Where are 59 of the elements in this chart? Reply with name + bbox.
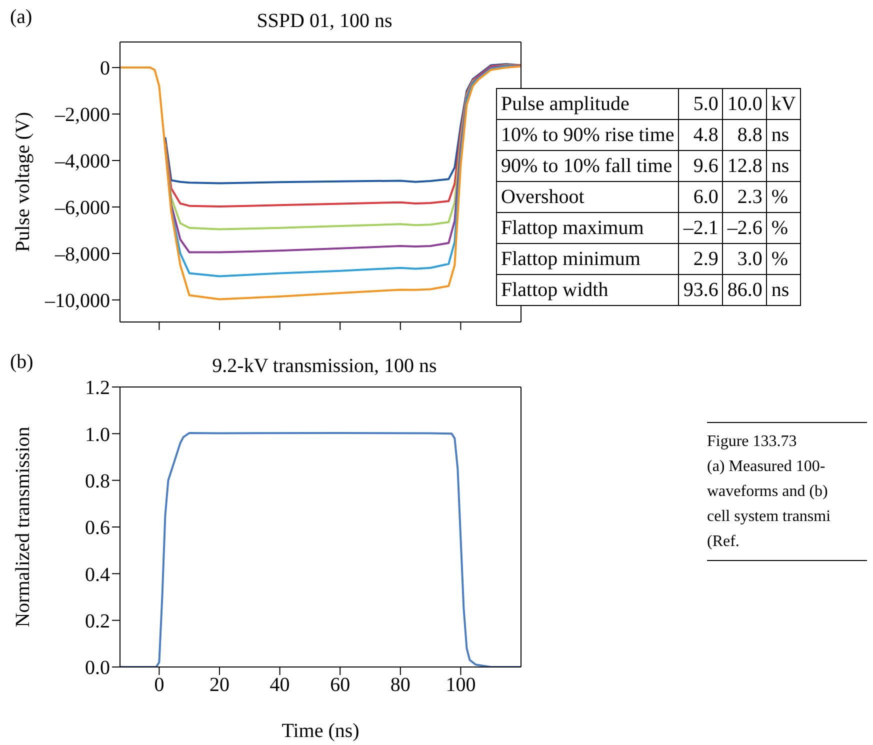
category-label: 90% to 10% fall time bbox=[501, 155, 672, 177]
text: % bbox=[771, 248, 788, 270]
text: (Ref. bbox=[707, 532, 740, 552]
text: % bbox=[771, 186, 788, 208]
text: –2.1 bbox=[683, 217, 718, 239]
y-tick-label: 0 bbox=[100, 58, 110, 80]
text: 5.0 bbox=[693, 93, 718, 115]
text: (a) bbox=[10, 6, 32, 29]
text: –2.6 bbox=[727, 217, 762, 239]
category-label: Flattop minimum bbox=[501, 248, 640, 270]
category-label: Flattop width bbox=[501, 279, 608, 301]
y-tick-label: 0.8 bbox=[85, 470, 110, 492]
y-tick-label: 0.2 bbox=[85, 610, 110, 632]
x-tick-label: 40 bbox=[270, 674, 290, 696]
text: 8.8 bbox=[737, 124, 762, 146]
y-tick-label: 1.2 bbox=[85, 377, 110, 400]
y-tick-label: 0.4 bbox=[85, 564, 110, 586]
y-tick-label: –8,000 bbox=[54, 244, 110, 266]
text: ns bbox=[771, 124, 790, 146]
text: 4.8 bbox=[693, 124, 718, 146]
y-tick-label: –2,000 bbox=[54, 104, 110, 126]
text: 2.3 bbox=[737, 186, 762, 208]
category-label: Flattop maximum bbox=[501, 217, 644, 239]
x-axis-title: Time (ns) bbox=[282, 720, 360, 742]
y-tick-label: –6,000 bbox=[54, 197, 110, 220]
x-tick-label: 20 bbox=[209, 674, 230, 696]
text: 10.0 bbox=[727, 93, 762, 115]
text: 6.0 bbox=[693, 186, 718, 208]
y-tick-label: –4,000 bbox=[54, 150, 110, 173]
x-tick-label: 0 bbox=[154, 674, 164, 696]
y-tick-label: 1.0 bbox=[85, 424, 110, 446]
y-tick-label: –10,000 bbox=[44, 290, 110, 312]
text: kV bbox=[771, 93, 796, 115]
y-axis-title: Pulse voltage (V) bbox=[12, 112, 34, 252]
category-label: Pulse amplitude bbox=[501, 93, 630, 115]
category-label: 10% to 90% rise time bbox=[501, 124, 674, 146]
text: 2.9 bbox=[693, 248, 718, 270]
text: waveforms and (b) bbox=[707, 482, 829, 502]
text: cell system transmi bbox=[707, 507, 832, 527]
text: 12.8 bbox=[727, 155, 762, 177]
y-axis-title: Normalized transmission bbox=[12, 426, 34, 628]
text: (a) Measured 100- bbox=[707, 457, 826, 477]
x-tick-label: 100 bbox=[446, 674, 476, 696]
text: Figure 133.73 bbox=[707, 432, 798, 452]
text: 93.6 bbox=[683, 279, 718, 301]
x-tick-label: 80 bbox=[390, 674, 410, 696]
x-tick-label: 60 bbox=[330, 674, 350, 696]
text: 86.0 bbox=[727, 279, 762, 301]
y-tick-label: 0.6 bbox=[85, 517, 110, 540]
text: % bbox=[771, 217, 788, 239]
chart-title: SSPD 01, 100 ns bbox=[256, 10, 394, 33]
y-tick-label: 0.0 bbox=[85, 657, 110, 680]
text: ns bbox=[771, 155, 790, 177]
category-label: Overshoot bbox=[501, 186, 584, 208]
text: ns bbox=[771, 279, 790, 301]
text: (b) bbox=[10, 351, 34, 374]
text: 3.0 bbox=[737, 248, 762, 270]
text: 9.6 bbox=[693, 155, 718, 177]
chart-title: 9.2-kV transmission, 100 ns bbox=[211, 355, 438, 378]
